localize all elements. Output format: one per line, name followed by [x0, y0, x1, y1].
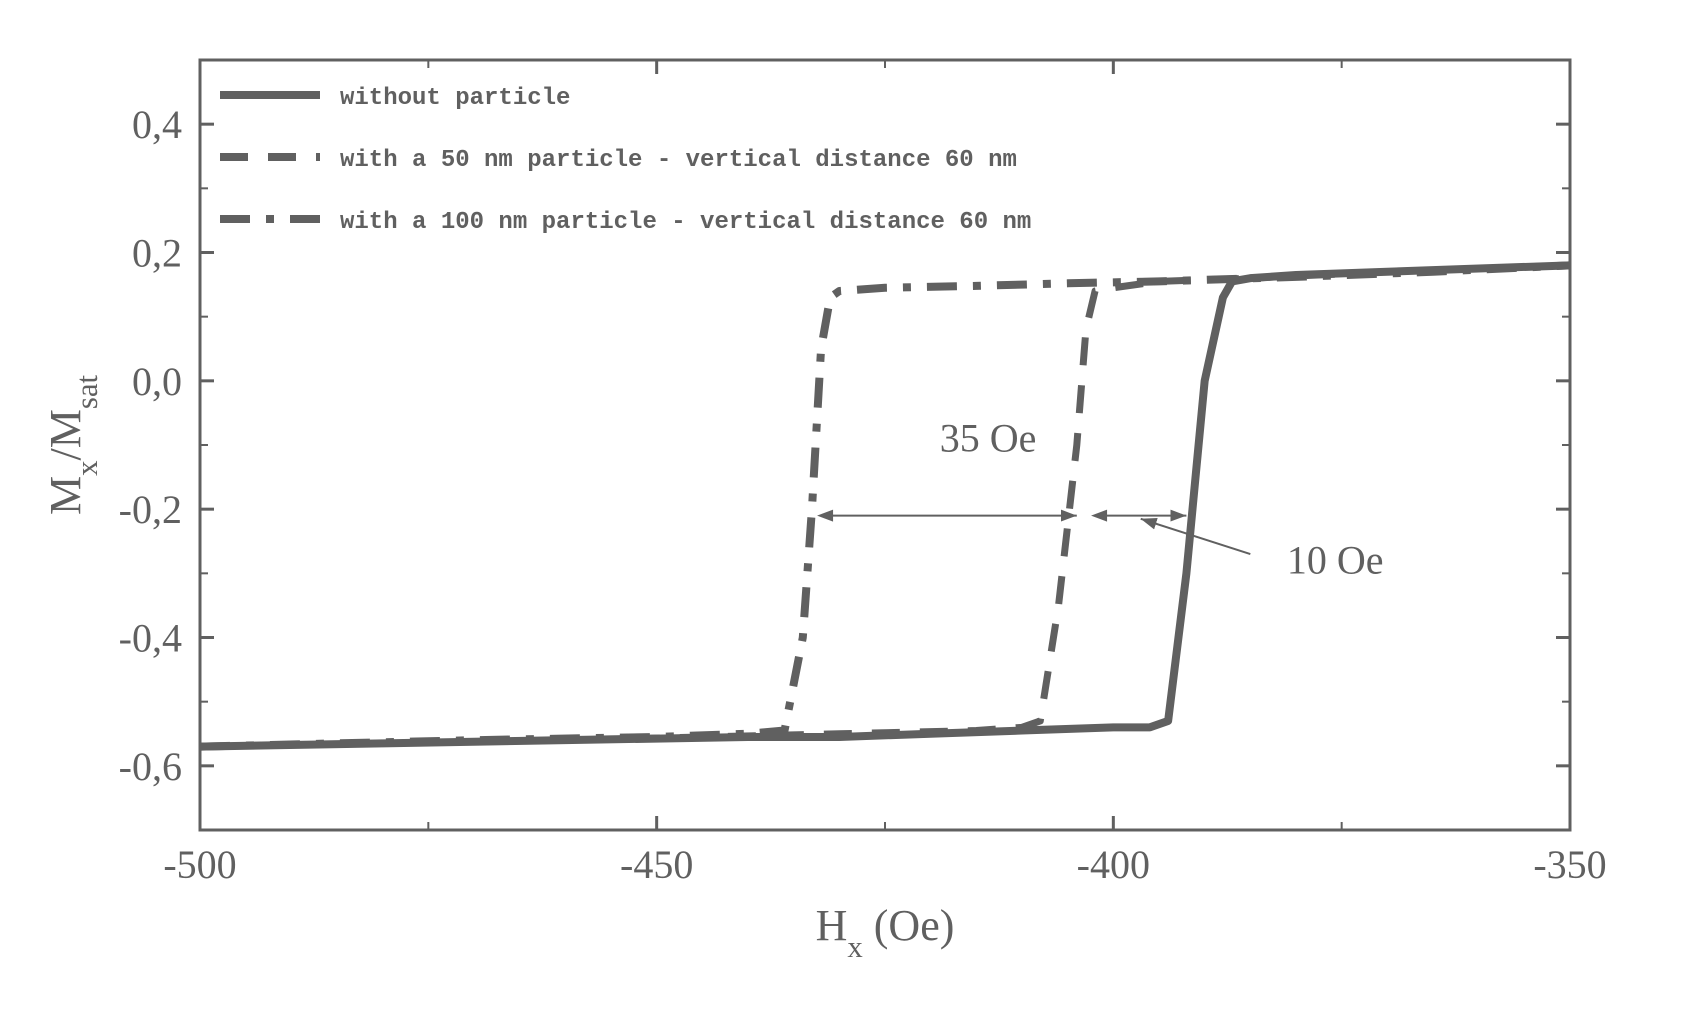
- legend-label: with a 50 nm particle - vertical distanc…: [340, 147, 1017, 174]
- series-without: [200, 265, 1570, 746]
- plot-border: [200, 60, 1570, 830]
- annotation-label: 10 Oe: [1287, 537, 1384, 582]
- pointer-arrow: [1141, 519, 1251, 554]
- x-tick-label: -500: [163, 842, 236, 887]
- y-axis-label: Mx/Msat: [41, 375, 104, 516]
- series-50nm: [200, 265, 1570, 746]
- x-tick-label: -400: [1077, 842, 1150, 887]
- y-tick-label: -0,6: [119, 744, 182, 789]
- hysteresis-chart: -500 -450 -400 -350 -0,6 -0,4 -0,2 0,0 0,2 0,4 Hx …: [0, 0, 1696, 1026]
- legend-label: without particle: [340, 85, 570, 112]
- y-tick-label: 0,0: [132, 359, 182, 404]
- legend-label: with a 100 nm particle - vertical distan…: [340, 209, 1031, 236]
- series-100nm: [200, 265, 1570, 746]
- x-tick-label: -350: [1533, 842, 1606, 887]
- y-tick-label: 0,2: [132, 231, 182, 276]
- annotation-label: 35 Oe: [940, 415, 1037, 460]
- y-tick-label: -0,2: [119, 487, 182, 532]
- x-tick-label: -450: [620, 842, 693, 887]
- chart-container: -500 -450 -400 -350 -0,6 -0,4 -0,2 0,0 0,2 0,4 Hx …: [0, 0, 1696, 1026]
- y-tick-label: 0,4: [132, 102, 182, 147]
- x-axis-label: Hx (Oe): [816, 901, 955, 964]
- y-tick-label: -0,4: [119, 616, 182, 661]
